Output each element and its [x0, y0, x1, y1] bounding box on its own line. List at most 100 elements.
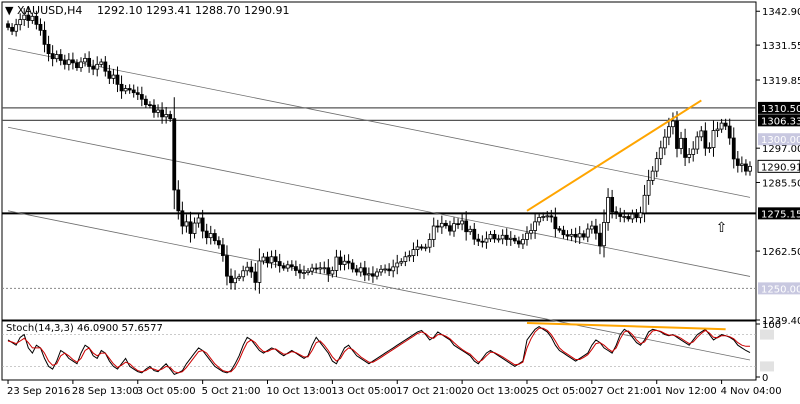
- candle-body: [399, 261, 404, 264]
- candle-body: [435, 225, 440, 228]
- candle-body: [225, 255, 229, 277]
- candle-body: [168, 114, 173, 120]
- candle-body: [131, 89, 136, 94]
- candle-body: [79, 61, 83, 69]
- candle-body: [675, 120, 679, 149]
- candle-body: [152, 104, 156, 113]
- candle-body: [318, 267, 323, 270]
- candle-body: [500, 234, 505, 240]
- candle-body: [221, 244, 225, 256]
- candle-body: [253, 271, 258, 283]
- candle-body: [358, 267, 363, 273]
- candle-body: [614, 211, 619, 215]
- candle-body: [492, 233, 497, 240]
- candle-body: [375, 271, 379, 277]
- candle-body: [257, 260, 262, 283]
- candle-body: [42, 29, 47, 45]
- candle-body: [91, 66, 96, 70]
- candle-body: [95, 63, 100, 70]
- candle-body: [658, 147, 663, 160]
- candle-body: [306, 270, 310, 273]
- time-tick-label: 23 Sep 2016: [7, 386, 70, 397]
- candle-body: [58, 54, 63, 61]
- time-tick-label: 1 Nov 12:00: [656, 386, 717, 397]
- candle-body: [330, 270, 335, 275]
- channel-line: [7, 126, 751, 277]
- candle-body: [334, 256, 339, 271]
- candle-body: [387, 268, 392, 272]
- candle-body: [443, 222, 448, 227]
- candle-body: [573, 233, 578, 238]
- candle-body: [204, 230, 209, 239]
- time-tick-label: 28 Sep 13:00: [72, 386, 139, 397]
- candle-body: [139, 94, 144, 100]
- candle-body: [427, 239, 432, 248]
- candle-body: [581, 233, 586, 238]
- symbol-timeframe: XAUUSD,H4: [17, 4, 82, 17]
- candle-body: [476, 238, 481, 242]
- candle-body: [464, 220, 469, 233]
- candle-body: [480, 240, 485, 243]
- candle-body: [302, 272, 306, 274]
- candle-body: [75, 62, 79, 69]
- stochastic-tick-label: 0: [762, 373, 768, 384]
- stochastic-main-line: [7, 325, 751, 376]
- time-tick-label: 20 Oct 13:00: [461, 386, 526, 397]
- candle-body: [610, 196, 615, 213]
- candle-body: [62, 60, 67, 65]
- stochastic-pane-frame: [1, 320, 757, 381]
- candle-body: [642, 194, 647, 214]
- trendlines: ⇧: [526, 99, 728, 236]
- candle-body: [496, 238, 501, 241]
- candle-body: [298, 270, 302, 274]
- candle-body: [366, 273, 371, 276]
- candle-body: [630, 213, 635, 220]
- candle-body: [22, 14, 27, 21]
- time-tick-label: 10 Oct 13:00: [267, 386, 332, 397]
- candle-body: [715, 128, 720, 131]
- price-tick-label: 1285.50: [762, 178, 800, 189]
- candle-body: [731, 137, 736, 160]
- candle-body: [553, 216, 558, 230]
- candle-body: [338, 256, 343, 265]
- main-pane-frame: [1, 1, 757, 321]
- candle-body: [176, 189, 181, 212]
- candle-body: [748, 165, 752, 172]
- candle-body: [662, 136, 667, 149]
- candle-body: [26, 14, 31, 21]
- candle-body: [66, 59, 71, 65]
- candle-body: [289, 264, 294, 268]
- price-label-box: [758, 207, 800, 220]
- candle-body: [269, 256, 274, 264]
- candle-body: [598, 232, 602, 247]
- candle-body: [723, 122, 728, 127]
- candle-body: [654, 158, 659, 172]
- candle-body: [123, 88, 128, 92]
- stochastic-level-box: [760, 361, 774, 372]
- price-label-text: 1300.00: [761, 135, 800, 146]
- candle-body: [362, 267, 367, 276]
- price-label-box: [758, 133, 800, 146]
- candle-body: [703, 130, 708, 149]
- candle-body: [666, 126, 671, 138]
- candle-body: [650, 170, 655, 181]
- time-tick-label: 4 Nov 04:00: [721, 386, 782, 397]
- candle-body: [719, 122, 724, 130]
- candle-body: [569, 233, 574, 237]
- candle-body: [192, 222, 197, 234]
- candle-body: [233, 277, 237, 284]
- candle-body: [188, 221, 193, 234]
- candle-body: [172, 118, 177, 191]
- candle-body: [46, 43, 51, 55]
- candle-body: [249, 266, 254, 273]
- candle-body: [508, 237, 513, 240]
- candle-body: [379, 268, 383, 273]
- price-label-text: 1306.33: [761, 116, 800, 127]
- candle-body: [606, 196, 610, 223]
- candle-body: [342, 260, 347, 265]
- price-label-text: 1290.91: [761, 162, 800, 173]
- price-tick-label: 1331.55: [762, 41, 800, 52]
- candle-body: [119, 83, 124, 92]
- arrow-up-icon: ⇧: [716, 220, 728, 236]
- price-axis-ticks: 1342.90 1331.55 1319.85 1297.00 1285.50 1262.…: [756, 7, 800, 327]
